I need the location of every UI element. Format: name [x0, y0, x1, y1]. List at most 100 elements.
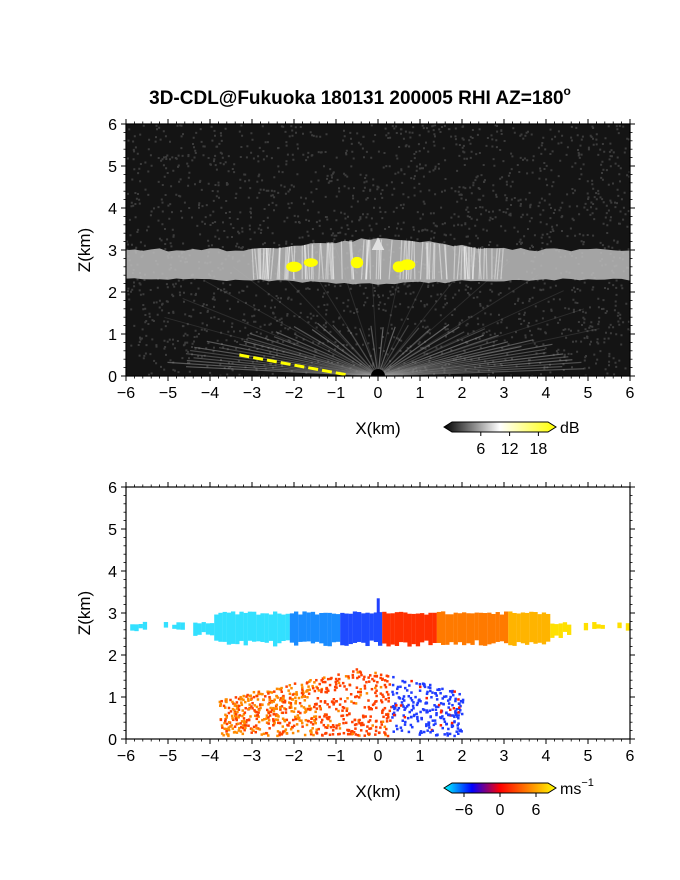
velocity-cell — [403, 686, 407, 690]
velocity-cell — [386, 613, 391, 647]
velocity-cell — [380, 723, 384, 726]
velocity-cell — [301, 725, 304, 728]
velocity-cell — [415, 712, 418, 716]
velocity-cell — [242, 721, 246, 724]
velocity-cell — [410, 708, 414, 712]
velocity-cell — [241, 724, 245, 727]
velocity-cell — [459, 728, 462, 732]
velocity-cell — [345, 709, 349, 713]
velocity-cell — [391, 693, 395, 696]
velocity-cell — [298, 719, 302, 722]
velocity-cell — [222, 704, 226, 708]
velocity-cell — [320, 718, 324, 722]
velocity-cell — [241, 726, 245, 730]
velocity-cell — [219, 718, 223, 722]
cloud-streak — [349, 240, 353, 280]
velocity-cell — [358, 734, 361, 737]
velocity-cell — [409, 715, 413, 719]
velocity-cell — [313, 705, 316, 709]
y-axis-label: Z(km) — [75, 591, 94, 635]
velocity-cell — [432, 723, 436, 727]
velocity-cell — [441, 726, 444, 730]
fan-ray — [377, 352, 547, 376]
velocity-cell — [331, 733, 335, 736]
velocity-cell — [371, 703, 375, 707]
velocity-cell — [399, 726, 403, 729]
velocity-cell — [324, 726, 327, 729]
velocity-cell — [294, 611, 299, 646]
velocity-cell — [337, 709, 340, 713]
velocity-cell — [415, 703, 419, 707]
velocity-cell — [345, 707, 349, 710]
velocity-cell — [243, 612, 248, 646]
velocity-cell — [310, 731, 313, 734]
x-tick-label: −2 — [285, 748, 303, 765]
velocity-cell — [284, 728, 288, 731]
velocity-cell — [359, 693, 362, 697]
velocity-cell — [276, 730, 280, 733]
velocity-cell — [436, 611, 442, 643]
velocity-cell — [334, 677, 338, 681]
velocity-cell — [345, 688, 348, 691]
velocity-cell — [367, 676, 370, 679]
velocity-cell — [403, 708, 406, 711]
velocity-cell — [285, 613, 290, 641]
velocity-cell — [404, 720, 407, 724]
velocity-cell — [345, 713, 349, 717]
velocity-cell — [279, 697, 283, 700]
velocity-cell — [359, 729, 363, 732]
velocity-cell — [362, 723, 365, 727]
velocity-cell — [258, 728, 262, 731]
velocity-cell — [272, 722, 276, 726]
velocity-cell — [241, 714, 244, 718]
velocity-cell — [365, 729, 368, 733]
velocity-cell — [418, 682, 422, 686]
velocity-cell — [328, 733, 332, 737]
velocity-cell — [364, 715, 367, 718]
velocity-cell — [281, 711, 285, 715]
velocity-cell — [431, 708, 434, 711]
velocity-cell — [242, 694, 245, 698]
velocity-cell — [288, 721, 291, 725]
velocity-cell — [428, 683, 432, 687]
cloud-streak — [264, 248, 268, 280]
velocity-cell — [435, 694, 438, 697]
velocity-cell — [355, 668, 359, 671]
fan-ray-long — [377, 290, 564, 376]
velocity-cell — [142, 621, 148, 630]
cloud-streak — [327, 242, 333, 280]
fan-ray — [273, 336, 379, 376]
velocity-cell — [369, 727, 373, 730]
velocity-cell — [360, 673, 363, 677]
velocity-cell — [453, 720, 456, 724]
velocity-cell — [447, 706, 450, 709]
velocity-cell — [462, 612, 467, 646]
velocity-cell — [380, 700, 384, 704]
velocity-cell — [246, 693, 249, 697]
velocity-cell — [382, 695, 385, 699]
velocity-cell — [344, 613, 349, 646]
velocity-cell — [625, 623, 630, 631]
fan-ray — [249, 332, 379, 376]
velocity-cell — [426, 729, 429, 732]
fan-ray — [377, 366, 563, 376]
velocity-cell — [233, 702, 237, 706]
velocity-cell — [340, 612, 345, 646]
velocity-cell — [375, 706, 378, 710]
velocity-cell — [392, 730, 395, 733]
fan-ray — [377, 334, 484, 376]
velocity-cell — [429, 731, 432, 734]
velocity-cell — [355, 695, 359, 698]
velocity-cell — [459, 704, 462, 708]
velocity-cell — [236, 722, 240, 726]
velocity-cell — [343, 685, 346, 688]
colorbar-bottom — [443, 782, 557, 794]
velocity-cell — [351, 676, 355, 679]
velocity-cell — [300, 691, 304, 695]
velocity-cell — [237, 729, 241, 732]
velocity-cell — [359, 671, 363, 674]
velocity-cell — [425, 724, 428, 728]
velocity-cell — [384, 732, 387, 735]
velocity-cell — [426, 710, 429, 714]
velocity-cell — [365, 692, 369, 695]
